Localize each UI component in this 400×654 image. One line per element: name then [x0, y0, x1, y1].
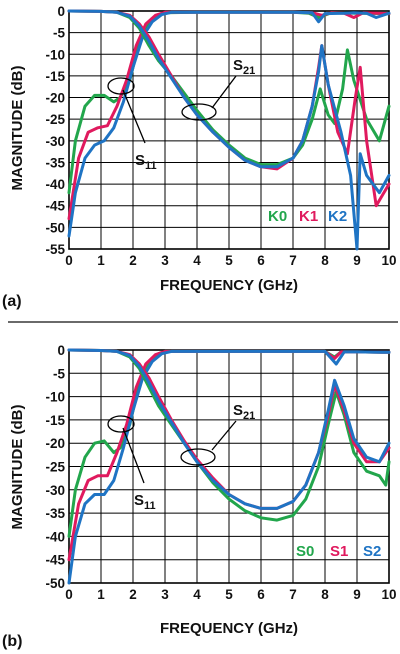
annotation-ellipse: [180, 448, 216, 466]
x-tick-label: 4: [193, 587, 201, 602]
x-tick-label: 5: [225, 253, 233, 268]
y-tick-label: -50: [45, 220, 65, 235]
y-axis-title-b: MAGNITUDE (dB): [9, 405, 26, 530]
series-line-k2-s11: [67, 10, 391, 238]
x-tick-label: 2: [129, 253, 137, 268]
y-tick-label: -45: [45, 553, 65, 568]
legend-item-k2: K2: [328, 208, 347, 225]
series-line-s2-s11: [67, 349, 391, 585]
annotation-label-s21: S21: [233, 402, 255, 422]
grid-lines: [68, 349, 390, 584]
panel-label-b: (b): [2, 633, 22, 650]
y-tick-label: -45: [45, 199, 65, 214]
y-tick-label: -5: [53, 366, 65, 381]
y-tick-label: -20: [45, 436, 65, 451]
series-line-s2-s21: [67, 348, 391, 510]
y-axis-title-a: MAGNITUDE (dB): [9, 66, 26, 191]
annotation-leader: [211, 75, 237, 109]
legend-item-s0: S0: [296, 543, 314, 560]
x-tick-label: 8: [321, 253, 329, 268]
x-tick-label: 2: [129, 587, 137, 602]
annotation-ellipse: [181, 103, 217, 121]
y-tick-label: -35: [45, 155, 65, 170]
y-tick-label: -55: [45, 242, 65, 257]
y-tick-label: 0: [57, 4, 65, 19]
y-tick-label: -5: [53, 26, 65, 41]
x-tick-label: 9: [353, 587, 361, 602]
legend-item-s2: S2: [363, 543, 381, 560]
x-tick-label: 0: [65, 253, 73, 268]
chart-panel-a: 0 1 2 3 4 5 6 7 8 9 10 0 -5 -10 -15 -20 -25 -30 -35 -40 -45 -…: [2, 4, 397, 310]
x-tick-label: 0: [65, 587, 73, 602]
y-tick-label: -20: [45, 91, 65, 106]
x-tick-label: 4: [193, 253, 201, 268]
x-tick-label: 7: [289, 587, 297, 602]
plot-area-b: 0 1 2 3 4 5 6 7 8 9 10 0 -5 -10 -15 -20 -25 -30 -35 -40 -45 -…: [45, 343, 396, 602]
legend-item-k1: K1: [299, 208, 318, 225]
x-axis-title-a: FREQUENCY (GHz): [160, 277, 298, 294]
series-line-k0-s21: [67, 9, 391, 167]
y-tick-label: -40: [45, 529, 65, 544]
x-tick-label: 1: [97, 587, 105, 602]
y-tick-label: -10: [45, 390, 65, 405]
annotation-ellipse: [107, 415, 135, 433]
x-tick-label: 6: [257, 587, 265, 602]
plot-area-a: 0 1 2 3 4 5 6 7 8 9 10 0 -5 -10 -15 -20 -25 -30 -35 -40 -45 -…: [45, 4, 396, 268]
x-tick-label: 6: [257, 253, 265, 268]
y-tick-label: -35: [45, 506, 65, 521]
annotation-subscript: 11: [144, 500, 156, 512]
series-line-k2-s21: [67, 9, 391, 251]
y-tick-label: -10: [45, 47, 65, 62]
annotation-subscript: 21: [243, 410, 255, 422]
y-tick-label: 0: [57, 343, 65, 358]
x-tick-label: 10: [381, 587, 396, 602]
y-tick-label: -25: [45, 112, 65, 127]
y-tick-label: -25: [45, 460, 65, 475]
annotation-leader: [211, 420, 237, 451]
x-tick-label: 5: [225, 587, 233, 602]
annotation-subscript: 11: [145, 160, 157, 172]
annotation-label-s11: S11: [134, 492, 156, 512]
annotation-leader: [122, 89, 146, 144]
annotation-s11: S11: [107, 415, 156, 512]
y-tick-label: -50: [45, 576, 65, 591]
y-tick-label: -15: [45, 69, 65, 84]
x-tick-label: 7: [289, 253, 297, 268]
panel-label-a: (a): [2, 293, 22, 310]
y-tick-label: -30: [45, 134, 65, 149]
annotation-ellipse: [107, 77, 135, 95]
legend-item-k0: K0: [268, 208, 287, 225]
x-axis-title-b: FREQUENCY (GHz): [160, 620, 298, 637]
annotation-leader: [122, 427, 145, 484]
x-tick-label: 8: [321, 587, 329, 602]
x-tick-label: 10: [381, 253, 396, 268]
annotation-subscript: 21: [243, 65, 255, 77]
y-tick-label: -30: [45, 483, 65, 498]
y-tick-label: -15: [45, 413, 65, 428]
chart-panel-b: 0 1 2 3 4 5 6 7 8 9 10 0 -5 -10 -15 -20 -25 -30 -35 -40 -45 -…: [2, 343, 397, 650]
annotation-label-s21: S21: [233, 57, 255, 77]
legend-a: K0 K1 K2: [268, 208, 347, 225]
legend-b: S0 S1 S2: [296, 543, 381, 560]
annotation-label-s11: S11: [135, 152, 157, 172]
x-tick-label: 1: [97, 253, 105, 268]
series-line-s1-s11: [67, 349, 391, 562]
y-tick-label: -40: [45, 177, 65, 192]
x-tick-label: 9: [353, 253, 361, 268]
series-group: [67, 9, 391, 251]
x-tick-label: 3: [161, 253, 169, 268]
legend-item-s1: S1: [330, 543, 348, 560]
x-tick-label: 3: [161, 587, 169, 602]
series-group: [67, 348, 391, 585]
